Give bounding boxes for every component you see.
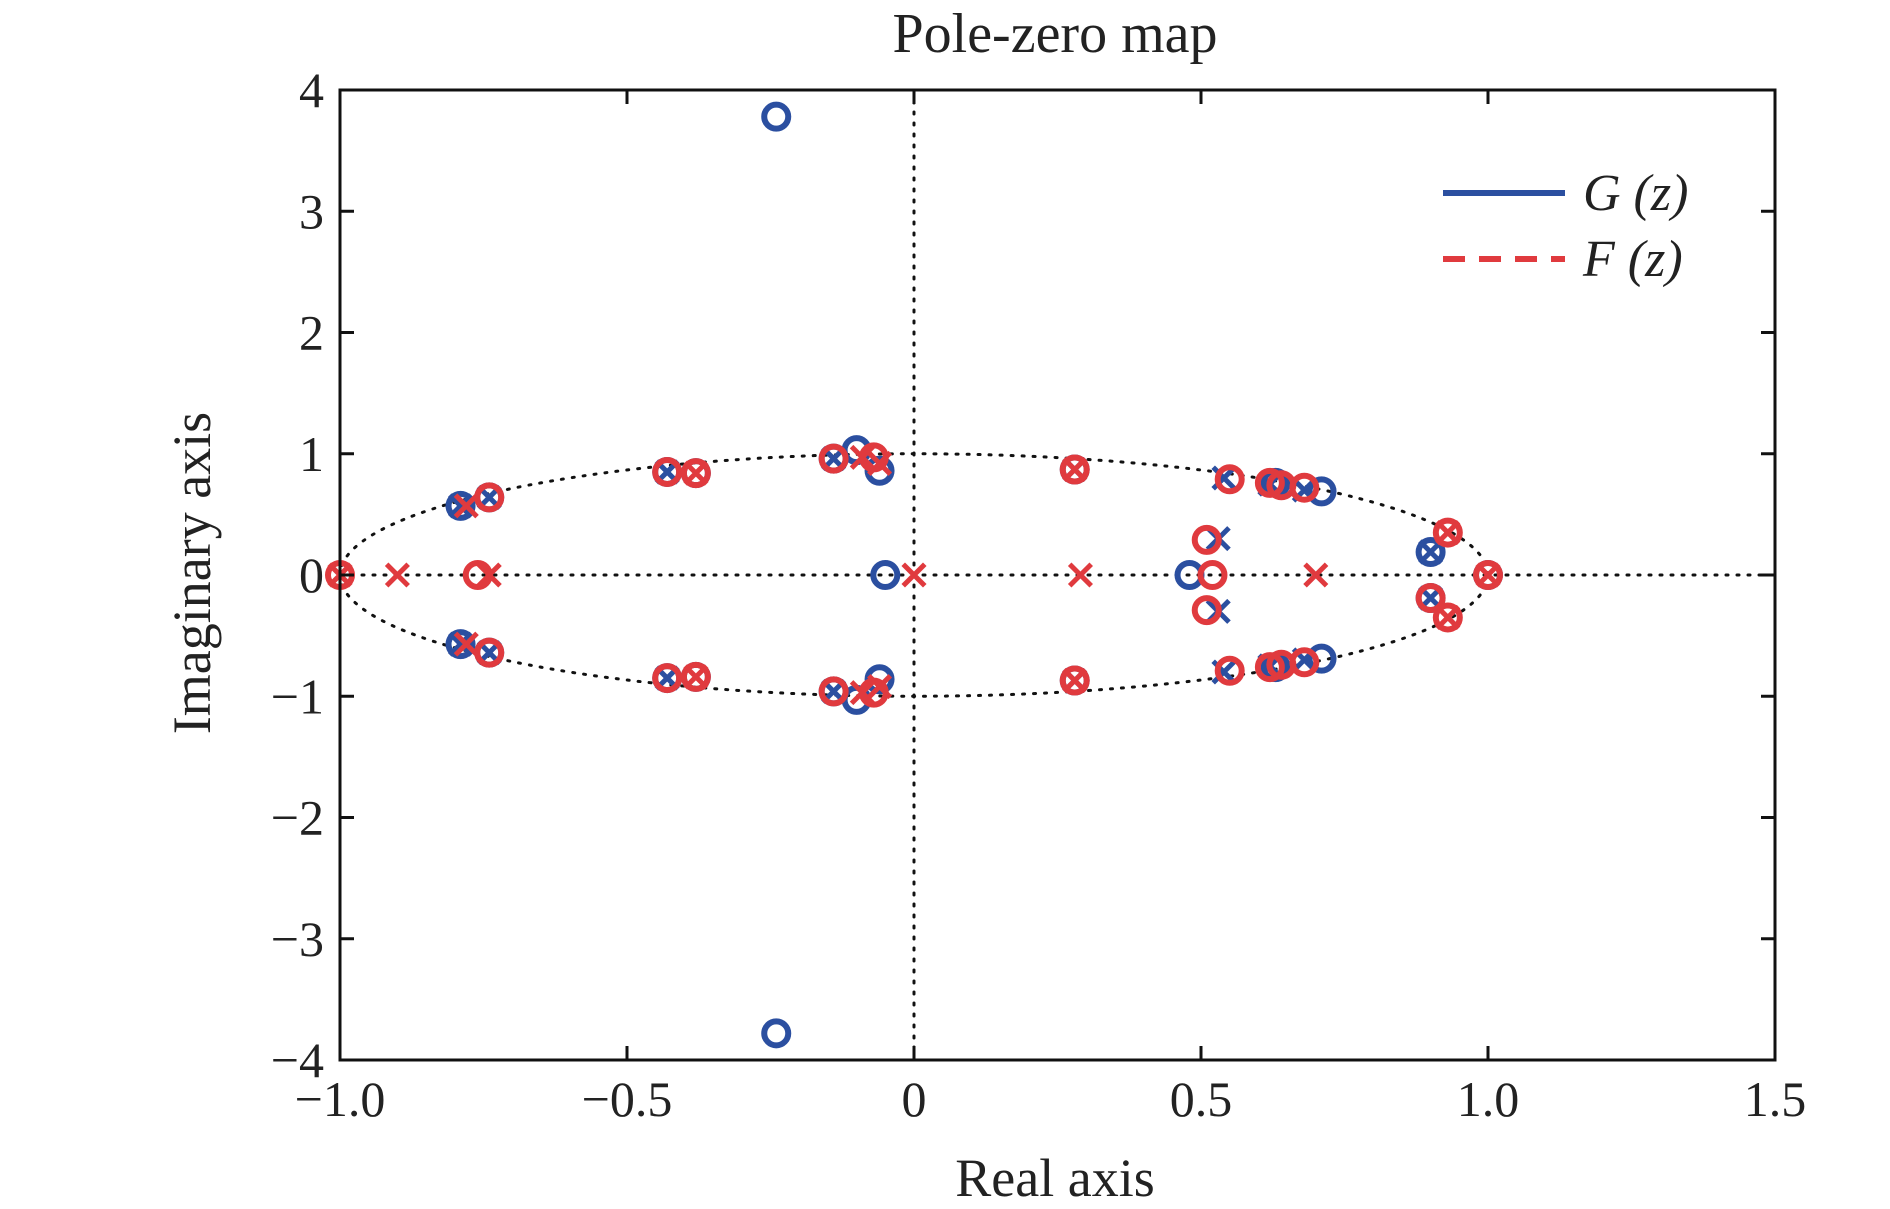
zero-marker bbox=[818, 676, 849, 707]
y-axis-label: Imaginary axis bbox=[162, 412, 222, 734]
pole-marker bbox=[476, 562, 502, 588]
pole-marker bbox=[476, 640, 502, 666]
zero-marker bbox=[1214, 464, 1245, 495]
zero-marker bbox=[680, 661, 711, 692]
y-tick-label: 1 bbox=[299, 426, 324, 482]
pole-marker bbox=[1435, 604, 1461, 630]
zero-marker bbox=[1415, 536, 1446, 567]
zero-marker bbox=[652, 663, 683, 694]
y-tick-label: −2 bbox=[271, 790, 324, 846]
pole-marker bbox=[1303, 562, 1329, 588]
series-f bbox=[325, 442, 1503, 708]
pole-marker bbox=[654, 665, 680, 691]
pole-marker bbox=[1418, 539, 1444, 565]
zero-marker bbox=[1289, 472, 1320, 503]
reference-lines bbox=[338, 88, 1777, 1062]
zero-marker bbox=[1306, 476, 1337, 507]
zero-marker bbox=[1432, 602, 1463, 633]
pole-marker bbox=[654, 459, 680, 485]
pole-marker bbox=[1067, 562, 1093, 588]
pole-marker bbox=[448, 493, 474, 519]
pole-marker bbox=[683, 664, 709, 690]
chart-title: Pole-zero map bbox=[893, 3, 1218, 65]
pole-zero-marks bbox=[325, 101, 1503, 1049]
axes: −1.0 −0.5 0 0.5 1.0 1.5 −4 −3 −2 −1 0 1 2 3 4 bbox=[271, 62, 1806, 1127]
y-tick-label: 2 bbox=[299, 305, 324, 361]
legend: G (z) F (z) bbox=[1443, 165, 1688, 288]
pole-marker bbox=[1435, 520, 1461, 546]
legend-label: G (z) bbox=[1583, 165, 1688, 222]
y-tick-label: −4 bbox=[271, 1032, 324, 1088]
zero-marker bbox=[1191, 524, 1222, 555]
x-tick-label: 1.0 bbox=[1457, 1071, 1520, 1127]
y-tick-label: −3 bbox=[271, 911, 324, 967]
x-axis-label: Real axis bbox=[955, 1148, 1154, 1208]
legend-entry: G (z) bbox=[1443, 165, 1688, 222]
zero-marker bbox=[1191, 595, 1222, 626]
y-tick-label: 4 bbox=[299, 62, 324, 118]
zero-marker bbox=[1415, 583, 1446, 614]
pole-marker bbox=[384, 562, 410, 588]
zero-marker bbox=[1214, 655, 1245, 686]
pole-marker bbox=[867, 450, 893, 476]
pole-marker bbox=[453, 493, 479, 519]
zero-marker bbox=[761, 1018, 792, 1049]
pole-marker bbox=[448, 631, 474, 657]
x-tick-label: 0 bbox=[902, 1071, 927, 1127]
zero-marker bbox=[1289, 647, 1320, 678]
pole-marker bbox=[849, 680, 875, 706]
zero-marker bbox=[445, 490, 476, 521]
pole-marker bbox=[821, 678, 847, 704]
zero-marker bbox=[680, 458, 711, 489]
pole-marker bbox=[849, 444, 875, 470]
y-tick-label: 3 bbox=[299, 183, 324, 239]
zero-marker bbox=[1059, 454, 1090, 485]
zero-marker bbox=[761, 101, 792, 132]
pole-marker bbox=[683, 460, 709, 486]
x-tick-label: −1.0 bbox=[295, 1071, 386, 1127]
zero-marker bbox=[818, 443, 849, 474]
pole-marker bbox=[867, 674, 893, 700]
zero-marker bbox=[652, 456, 683, 487]
zero-marker bbox=[1432, 517, 1463, 548]
x-tick-label: 1.5 bbox=[1744, 1071, 1807, 1127]
zero-marker bbox=[1473, 560, 1503, 590]
x-tick-label: −0.5 bbox=[582, 1071, 673, 1127]
pole-marker bbox=[821, 446, 847, 472]
pole-marker bbox=[476, 484, 502, 510]
zero-marker bbox=[445, 629, 476, 660]
pole-marker bbox=[1062, 667, 1088, 694]
legend-label: F (z) bbox=[1582, 231, 1683, 288]
y-tick-label: −1 bbox=[271, 668, 324, 724]
zero-marker bbox=[1059, 665, 1090, 696]
pole-marker bbox=[453, 631, 479, 657]
zero-marker bbox=[1197, 560, 1228, 590]
pole-marker bbox=[1475, 562, 1501, 588]
zero-marker bbox=[1306, 643, 1337, 674]
x-tick-label: 0.5 bbox=[1170, 1071, 1233, 1127]
pole-marker bbox=[1062, 456, 1088, 483]
zero-marker bbox=[870, 560, 901, 590]
legend-entry: F (z) bbox=[1443, 231, 1683, 288]
y-tick-label: 0 bbox=[299, 547, 324, 603]
pole-marker bbox=[901, 562, 927, 588]
pole-marker bbox=[1418, 585, 1444, 611]
